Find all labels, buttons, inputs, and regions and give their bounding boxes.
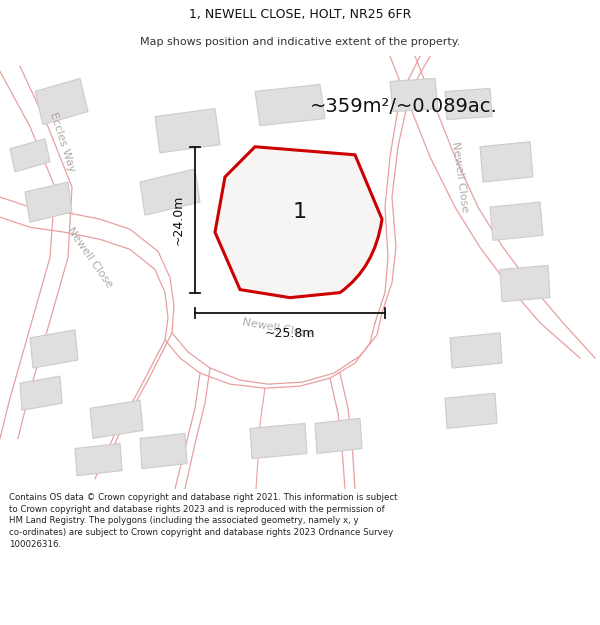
Text: Contains OS data © Crown copyright and database right 2021. This information is : Contains OS data © Crown copyright and d… — [9, 493, 398, 549]
Polygon shape — [450, 333, 502, 368]
Polygon shape — [445, 88, 492, 119]
Text: 1: 1 — [293, 202, 307, 222]
Polygon shape — [10, 139, 50, 172]
Polygon shape — [500, 266, 550, 302]
Text: ~24.0m: ~24.0m — [172, 194, 185, 245]
Polygon shape — [248, 169, 340, 235]
Text: ~359m²/~0.089ac.: ~359m²/~0.089ac. — [310, 97, 498, 116]
Polygon shape — [90, 400, 143, 439]
Text: ~25.8m: ~25.8m — [265, 327, 315, 340]
Text: Newell Close: Newell Close — [65, 226, 115, 289]
Text: Eccles Way: Eccles Way — [47, 111, 76, 173]
Polygon shape — [250, 423, 307, 459]
Polygon shape — [25, 182, 72, 222]
Polygon shape — [155, 109, 220, 152]
Polygon shape — [490, 202, 543, 241]
Polygon shape — [140, 433, 187, 469]
Polygon shape — [35, 78, 88, 124]
Polygon shape — [20, 376, 62, 410]
Text: Newell Close: Newell Close — [242, 317, 314, 339]
Polygon shape — [140, 169, 200, 215]
Text: 1, NEWELL CLOSE, HOLT, NR25 6FR: 1, NEWELL CLOSE, HOLT, NR25 6FR — [189, 8, 411, 21]
PathPatch shape — [215, 147, 382, 298]
Polygon shape — [30, 330, 78, 368]
Polygon shape — [390, 78, 438, 112]
Polygon shape — [445, 393, 497, 428]
Text: Newell Close: Newell Close — [450, 141, 470, 213]
Text: Map shows position and indicative extent of the property.: Map shows position and indicative extent… — [140, 38, 460, 47]
Polygon shape — [480, 142, 533, 182]
Polygon shape — [315, 418, 362, 454]
Polygon shape — [75, 444, 122, 476]
Polygon shape — [255, 84, 325, 126]
